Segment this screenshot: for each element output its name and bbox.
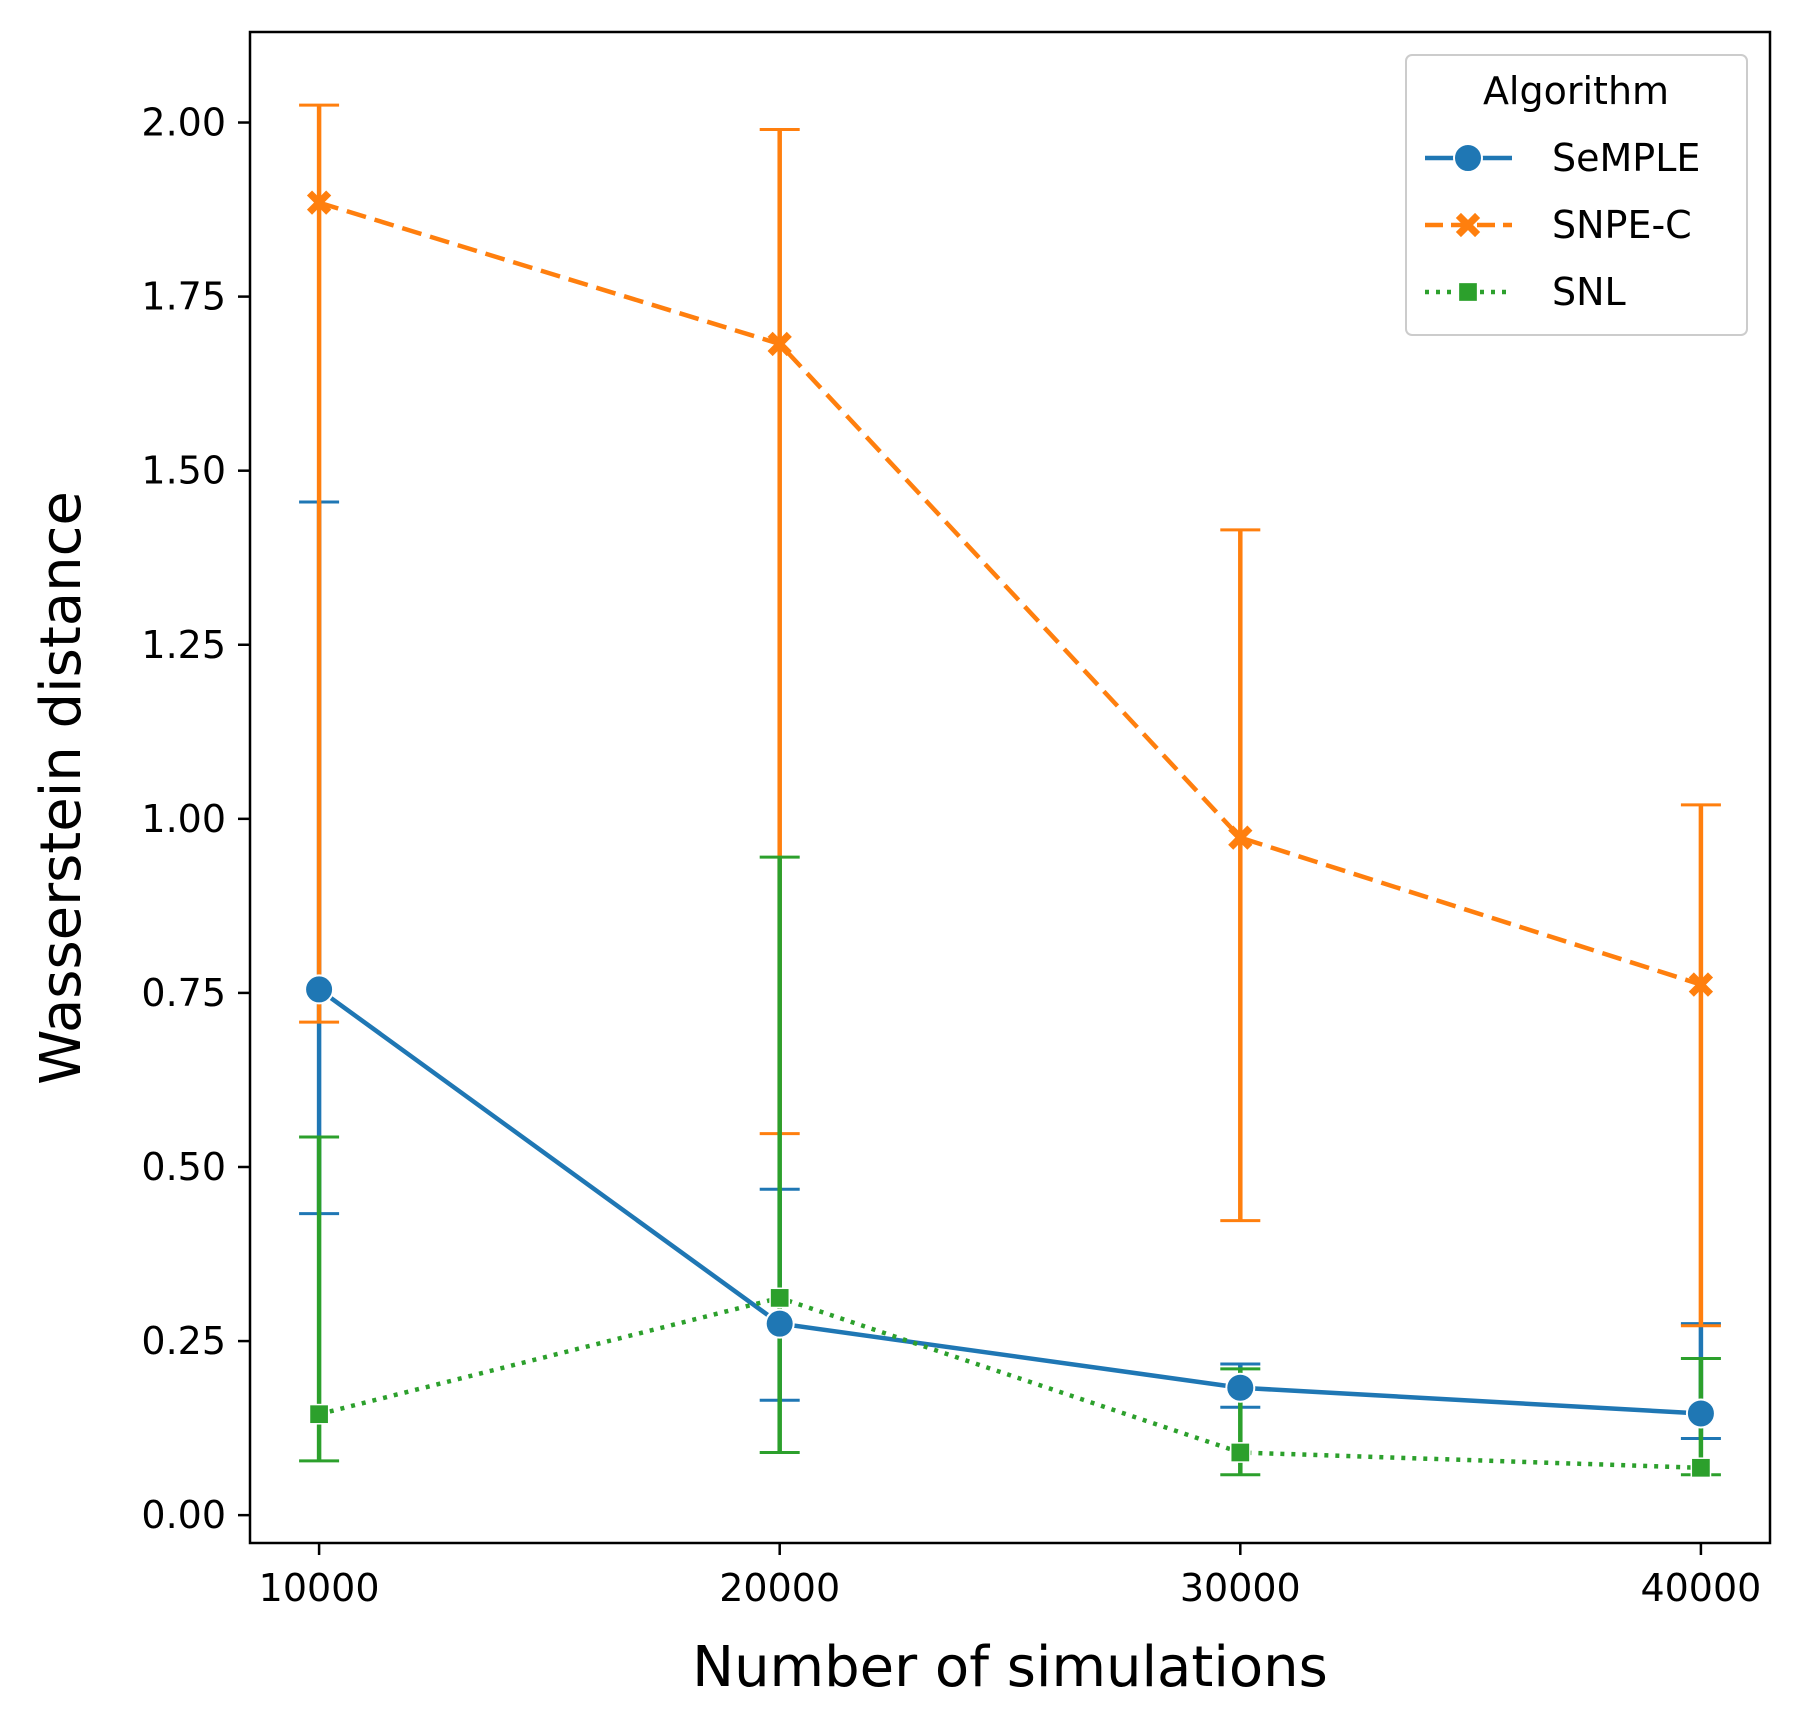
data-point xyxy=(1688,972,1714,997)
x-tick-label: 20000 xyxy=(719,1566,840,1610)
x-tick-label: 40000 xyxy=(1640,1566,1761,1610)
series-markers-snl xyxy=(308,1287,1712,1479)
series-layer xyxy=(299,103,1721,1479)
legend-swatch-marker xyxy=(1455,212,1481,238)
series-markers-semple xyxy=(304,974,1716,1429)
x-tick-label: 10000 xyxy=(259,1566,380,1610)
series-line-snpe-c xyxy=(318,200,1702,987)
legend-label: SNPE-C xyxy=(1552,203,1692,247)
legend-frame xyxy=(1405,54,1748,336)
y-tick-label: 0.00 xyxy=(141,1493,226,1537)
y-tick-label: 0.50 xyxy=(141,1145,226,1189)
y-axis: 0.00 0.25 0.50 0.75 1.00 1.25 1.50 1.75 2.00 xyxy=(141,101,250,1537)
x-tick-label: 30000 xyxy=(1180,1566,1301,1610)
data-point xyxy=(1225,1372,1256,1403)
legend-item-snpe-c: SNPE-C xyxy=(1425,203,1692,247)
x-axis: 10000 20000 30000 40000 xyxy=(259,1543,1761,1610)
x-axis-title: Number of simulations xyxy=(692,1635,1328,1700)
data-point xyxy=(304,974,335,1005)
y-tick-label: 2.00 xyxy=(141,101,226,145)
y-tick-label: 1.50 xyxy=(141,449,226,493)
legend-title: Algorithm xyxy=(1483,69,1669,113)
plot-frame xyxy=(248,30,1772,1545)
series-line-snl xyxy=(318,1295,1701,1471)
y-tick-label: 1.00 xyxy=(141,797,226,841)
legend-label: SNL xyxy=(1552,270,1626,314)
legend-swatch-marker xyxy=(1453,143,1483,173)
y-tick-label: 0.25 xyxy=(141,1319,226,1363)
data-point xyxy=(1685,1398,1716,1429)
data-point xyxy=(764,1308,795,1339)
series-errorbars-snpe-c xyxy=(299,103,1721,1328)
y-axis-title: Wasserstein distance xyxy=(29,491,94,1085)
series-errorbars-snl xyxy=(299,855,1721,1477)
data-point xyxy=(1228,825,1253,850)
series-errorbars-semple xyxy=(299,500,1721,1441)
legend-item-snl: SNL xyxy=(1425,270,1626,314)
data-point xyxy=(1690,1457,1712,1479)
y-tick-label: 1.75 xyxy=(141,275,226,319)
legend-label: SeMPLE xyxy=(1552,136,1700,180)
data-point xyxy=(308,1403,330,1425)
y-tick-label: 0.75 xyxy=(141,971,226,1015)
data-point xyxy=(306,190,332,215)
data-point xyxy=(769,1287,791,1309)
legend-entries: SeMPLE SNPE-C SNL xyxy=(1425,136,1700,314)
legend-swatch-marker xyxy=(1457,281,1479,303)
series-markers-snpe-c xyxy=(306,190,1714,997)
legend: Algorithm SeMPLE SNPE-C SNL xyxy=(1405,54,1748,336)
y-tick-label: 1.25 xyxy=(141,623,226,667)
legend-item-semple: SeMPLE xyxy=(1425,136,1700,180)
data-point xyxy=(767,331,792,357)
data-point xyxy=(1229,1442,1251,1463)
series-line-semple xyxy=(317,987,1702,1416)
